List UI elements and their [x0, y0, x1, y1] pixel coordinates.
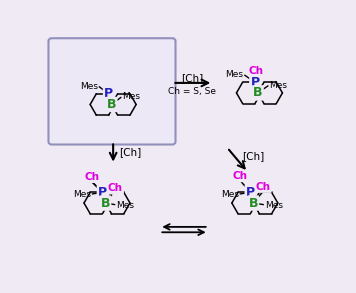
- Text: Mes: Mes: [265, 201, 283, 210]
- Text: Ch: Ch: [256, 182, 271, 192]
- Text: Ch = S, Se: Ch = S, Se: [168, 87, 216, 96]
- Text: Ch: Ch: [233, 171, 248, 181]
- Text: P: P: [246, 186, 255, 199]
- Text: B: B: [248, 197, 258, 209]
- Text: [Ch]: [Ch]: [181, 73, 204, 83]
- Text: Ch: Ch: [85, 172, 100, 182]
- Text: B: B: [253, 86, 262, 99]
- Text: B: B: [101, 197, 110, 209]
- FancyBboxPatch shape: [48, 38, 176, 144]
- Text: P: P: [98, 186, 107, 199]
- Text: Mes: Mes: [116, 201, 134, 210]
- Text: Ch: Ch: [108, 183, 123, 193]
- Text: B: B: [107, 98, 116, 111]
- Text: P: P: [250, 76, 260, 89]
- Text: P: P: [104, 87, 113, 100]
- Text: Mes: Mes: [122, 92, 140, 101]
- Text: Mes: Mes: [269, 81, 287, 90]
- Text: [Ch]: [Ch]: [119, 147, 142, 157]
- Text: Mes: Mes: [73, 190, 91, 199]
- Text: Mes: Mes: [80, 81, 98, 91]
- Text: Mes: Mes: [225, 70, 244, 79]
- Text: Ch: Ch: [249, 66, 264, 76]
- Text: [Ch]: [Ch]: [242, 151, 265, 161]
- Text: Mes: Mes: [221, 190, 239, 199]
